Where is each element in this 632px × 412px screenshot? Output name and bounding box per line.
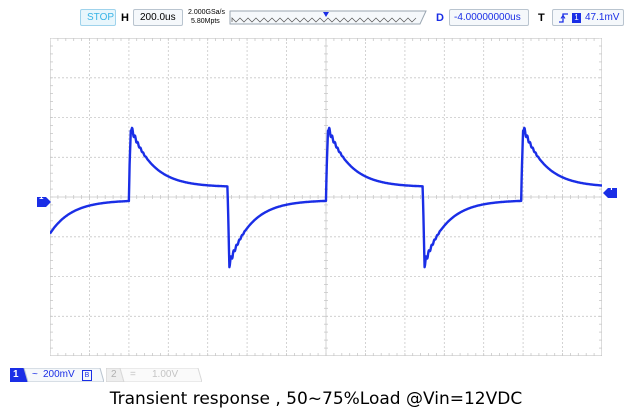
channel1-scale: 200mV	[43, 369, 75, 380]
delay-field[interactable]: -4.00000000us	[449, 9, 529, 26]
bandwidth-limit-icon: B	[82, 370, 92, 381]
horizontal-label: H	[121, 12, 129, 24]
delay-value: -4.00000000us	[454, 12, 521, 23]
waveform-display[interactable]	[50, 38, 602, 356]
run-state-text: STOP	[87, 12, 115, 23]
rising-edge-icon	[559, 13, 568, 23]
channel2-tab[interactable]: 2 = 1.00V	[106, 368, 202, 382]
memory-depth: 5.80Mpts	[191, 18, 220, 25]
timebase-field[interactable]: 200.0us	[133, 9, 183, 26]
trigger-level-value: 47.1mV	[585, 12, 620, 23]
channel2-coupling: =	[130, 369, 136, 380]
delay-label: D	[436, 12, 444, 24]
trigger-label: T	[538, 12, 545, 24]
channel1-ground-marker[interactable]: 1	[37, 192, 51, 207]
channel2-number: 2	[111, 369, 117, 380]
channel1-tab[interactable]: 1 ~ 200mV B	[10, 368, 104, 382]
channel1-trace	[50, 126, 602, 269]
channel1-marker-icon	[37, 197, 51, 207]
waveform-overview-graphic	[229, 10, 427, 25]
channel1-tab-shape	[10, 368, 104, 382]
channel2-tab-shape	[106, 368, 202, 382]
channel2-scale: 1.00V	[152, 369, 179, 380]
trigger-level-marker[interactable]: T	[603, 183, 617, 198]
trigger-level-icon	[603, 188, 617, 198]
channel1-coupling: ~	[32, 369, 38, 380]
trigger-field[interactable]: 1 47.1mV	[552, 9, 624, 26]
run-stop-indicator[interactable]: STOP	[80, 9, 116, 26]
channel1-number: 1	[13, 369, 19, 380]
figure-caption: Transient response , 50~75%Load @Vin=12V…	[109, 389, 523, 409]
trigger-channel-badge: 1	[572, 13, 581, 23]
channel1-marker-label: 1	[39, 192, 44, 201]
sample-rate: 2.000GSa/s	[188, 9, 225, 16]
memory-waveform-overview[interactable]	[228, 9, 428, 26]
channel-bar: 1 ~ 200mV B 2 = 1.00V	[0, 366, 632, 386]
status-bar: STOP H 200.0us 2.000GSa/s 5.80Mpts D -4.…	[0, 0, 632, 36]
trigger-level-letter: T	[609, 183, 614, 192]
timebase-value: 200.0us	[140, 12, 176, 23]
